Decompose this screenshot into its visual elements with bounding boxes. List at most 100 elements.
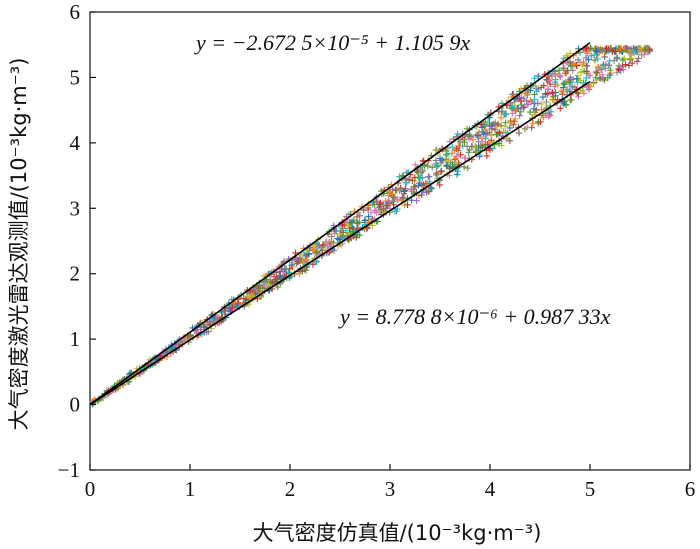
data-point-marker <box>446 165 453 172</box>
data-point-marker <box>324 242 331 250</box>
data-point-marker <box>274 283 281 291</box>
data-point-marker <box>228 304 236 311</box>
x-tick-label: 0 <box>85 477 96 501</box>
data-point-marker <box>567 74 574 81</box>
data-point-marker <box>404 201 411 209</box>
data-point-marker <box>599 71 606 78</box>
data-point-marker <box>347 219 354 227</box>
data-point-marker <box>425 173 432 181</box>
data-point-marker <box>399 194 406 201</box>
data-point-marker <box>531 96 538 103</box>
data-point-marker <box>500 127 507 135</box>
data-point-marker <box>583 74 590 82</box>
data-point-marker <box>546 73 553 80</box>
data-point-marker <box>524 124 531 131</box>
data-point-marker <box>533 106 540 114</box>
data-point-marker <box>349 228 356 235</box>
data-point-marker <box>586 83 594 90</box>
data-point-marker <box>353 213 361 221</box>
data-point-marker <box>577 87 584 95</box>
y-axis-ticks: −1 0 1 2 3 4 5 6 <box>58 0 96 482</box>
data-point-marker <box>461 155 468 162</box>
data-point-marker <box>376 201 383 208</box>
data-point-marker <box>313 258 320 265</box>
data-point-marker <box>515 129 523 137</box>
data-point-marker <box>452 155 460 162</box>
data-point-marker <box>590 80 597 87</box>
data-point-marker <box>615 66 623 73</box>
data-point-marker <box>569 67 576 74</box>
data-point-marker <box>482 126 489 134</box>
data-point-marker <box>609 47 616 54</box>
data-point-marker <box>451 156 459 163</box>
x-tick-label: 2 <box>285 477 296 501</box>
x-tick-label: 5 <box>585 477 596 501</box>
data-point-marker <box>460 163 468 171</box>
data-point-marker <box>288 261 295 269</box>
data-point-marker <box>640 51 648 58</box>
data-point-marker <box>455 159 462 167</box>
data-point-marker <box>498 108 506 115</box>
data-point-marker <box>461 139 468 146</box>
data-point-marker <box>583 68 590 75</box>
data-point-marker <box>446 172 453 179</box>
data-point-marker <box>407 186 415 193</box>
data-point-marker <box>400 188 408 195</box>
data-point-marker <box>339 234 346 241</box>
data-point-marker <box>564 86 571 93</box>
data-point-marker <box>625 62 633 69</box>
data-point-marker <box>605 62 613 69</box>
data-point-marker <box>633 58 641 65</box>
y-tick-label: −1 <box>58 458 80 482</box>
fit-line <box>89 42 591 406</box>
data-point-marker <box>596 74 603 82</box>
data-point-marker <box>603 44 610 52</box>
y-tick-label: 3 <box>70 196 81 220</box>
data-point-marker <box>622 61 629 68</box>
data-point-marker <box>445 157 453 164</box>
data-point-marker <box>418 191 425 199</box>
data-point-marker <box>540 82 547 89</box>
data-point-marker <box>428 185 436 192</box>
y-axis-label: 大气密度激光雷达观测值/(10⁻³kg·m⁻³) <box>7 58 31 431</box>
data-point-marker <box>328 233 335 240</box>
data-point-marker <box>433 169 440 177</box>
data-point-marker <box>612 48 619 55</box>
data-point-marker <box>427 184 434 192</box>
data-point-marker <box>539 93 547 101</box>
fit-line <box>89 80 591 406</box>
data-point-marker <box>383 202 391 209</box>
data-point-marker <box>543 76 550 83</box>
data-point-marker <box>483 131 490 138</box>
data-point-marker <box>506 124 513 132</box>
data-point-marker <box>478 135 486 142</box>
data-point-marker <box>600 61 607 68</box>
data-point-marker <box>465 149 472 156</box>
data-point-marker <box>417 175 424 182</box>
data-point-marker <box>601 53 608 61</box>
data-point-marker <box>560 100 568 108</box>
data-point-marker <box>419 167 426 174</box>
data-point-marker <box>533 88 541 95</box>
data-point-marker <box>389 186 396 193</box>
data-point-marker <box>409 177 416 184</box>
data-point-marker <box>560 84 567 91</box>
data-point-marker <box>568 83 576 91</box>
data-point-marker <box>522 90 529 97</box>
data-point-marker <box>320 244 327 252</box>
data-point-marker <box>550 93 557 100</box>
data-point-marker <box>221 307 229 315</box>
data-point-marker <box>197 326 205 333</box>
data-point-marker <box>367 209 375 216</box>
data-point-marker <box>443 147 450 155</box>
fit-line-equation-lower: y = 8.778 8×10⁻⁶ + 0.987 33x <box>338 304 611 329</box>
data-point-marker <box>355 218 363 226</box>
data-point-marker <box>601 76 608 84</box>
data-point-marker <box>256 285 264 292</box>
data-point-marker <box>573 75 580 82</box>
data-point-marker <box>642 46 649 53</box>
data-point-marker <box>626 55 634 63</box>
data-point-marker <box>433 162 441 169</box>
data-point-marker <box>390 194 397 201</box>
data-point-marker <box>443 162 451 169</box>
